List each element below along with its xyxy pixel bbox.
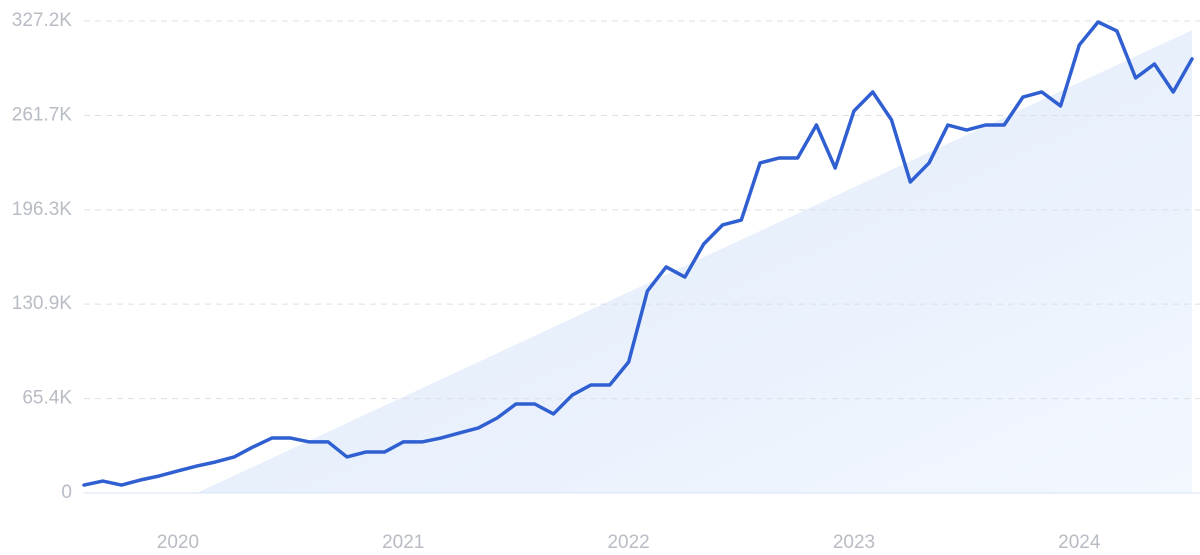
- x-tick-label: 2022: [607, 532, 649, 553]
- line: [82, 20, 1194, 487]
- x-tick-label: 2024: [1058, 532, 1101, 553]
- x-tick-label: 2021: [382, 532, 424, 553]
- y-tick-label: 261.7K: [12, 105, 73, 126]
- y-tick-label: 130.9K: [12, 293, 73, 314]
- y-tick-label: 0: [61, 482, 72, 503]
- y-tick-label: 327.2K: [12, 10, 73, 31]
- y-tick-label: 196.3K: [12, 199, 73, 220]
- y-tick-label: 65.4K: [22, 388, 72, 409]
- x-tick-label: 2020: [157, 532, 199, 553]
- x-tick-label: 2023: [833, 532, 875, 553]
